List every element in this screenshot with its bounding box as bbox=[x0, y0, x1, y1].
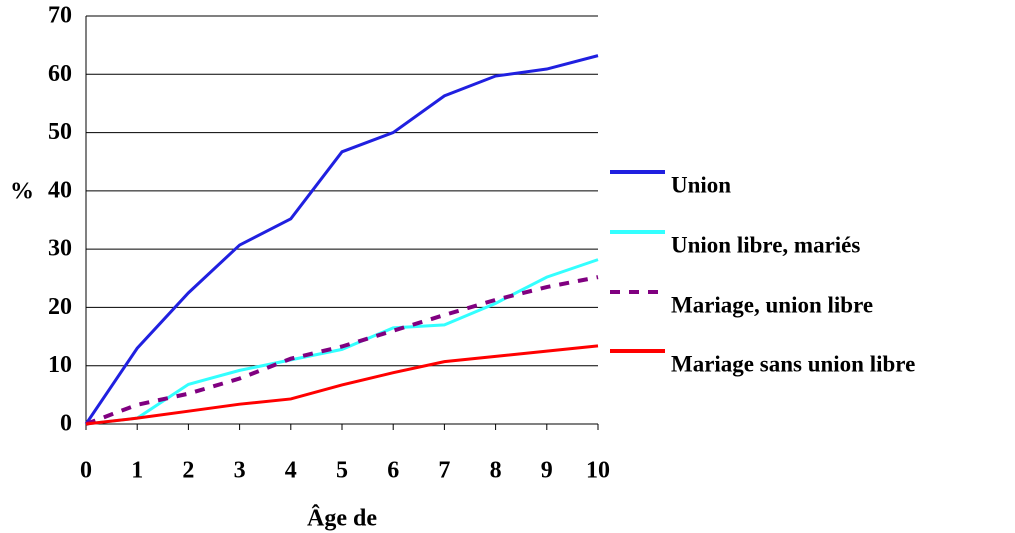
series-line bbox=[85, 275, 599, 426]
x-tick-label: 0 bbox=[80, 458, 92, 484]
y-tick-label: 40 bbox=[48, 177, 72, 203]
series-line bbox=[85, 344, 599, 426]
x-axis-label: Âge de bbox=[307, 505, 377, 532]
x-tick-label: 1 bbox=[131, 458, 143, 484]
x-tick-label: 7 bbox=[438, 458, 450, 484]
y-tick-label: 0 bbox=[60, 411, 72, 437]
legend-label: Mariage sans union libre bbox=[671, 351, 915, 376]
x-tick-label: 2 bbox=[182, 458, 194, 484]
y-tick-label: 50 bbox=[48, 119, 72, 145]
series-line bbox=[84, 54, 599, 425]
x-tick-label: 8 bbox=[490, 458, 502, 484]
y-tick-label: 30 bbox=[48, 236, 72, 262]
y-tick-label: 10 bbox=[48, 352, 72, 378]
y-tick-label: 60 bbox=[48, 61, 72, 87]
x-tick-label: 6 bbox=[387, 458, 399, 484]
x-tick-label: 9 bbox=[541, 458, 553, 484]
y-axis-label: % bbox=[10, 179, 34, 205]
x-tick-label: 10 bbox=[586, 458, 610, 484]
x-tick-label: 4 bbox=[285, 458, 297, 484]
x-tick-label: 5 bbox=[336, 458, 348, 484]
legend-label: Union bbox=[671, 172, 731, 197]
y-tick-label: 20 bbox=[48, 294, 72, 320]
y-tick-label: 70 bbox=[48, 3, 72, 29]
x-tick-label: 3 bbox=[234, 458, 246, 484]
legend-label: Mariage, union libre bbox=[671, 292, 873, 317]
legend-label: Union libre, mariés bbox=[671, 232, 860, 257]
